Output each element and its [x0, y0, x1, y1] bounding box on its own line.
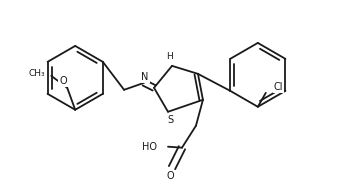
- Text: Cl: Cl: [274, 82, 283, 92]
- Text: H: H: [165, 52, 172, 61]
- Text: HO: HO: [142, 142, 157, 152]
- Text: S: S: [167, 115, 173, 125]
- Text: O: O: [60, 76, 67, 86]
- Text: N: N: [141, 72, 149, 82]
- Text: CH₃: CH₃: [29, 69, 45, 78]
- Text: O: O: [166, 171, 174, 181]
